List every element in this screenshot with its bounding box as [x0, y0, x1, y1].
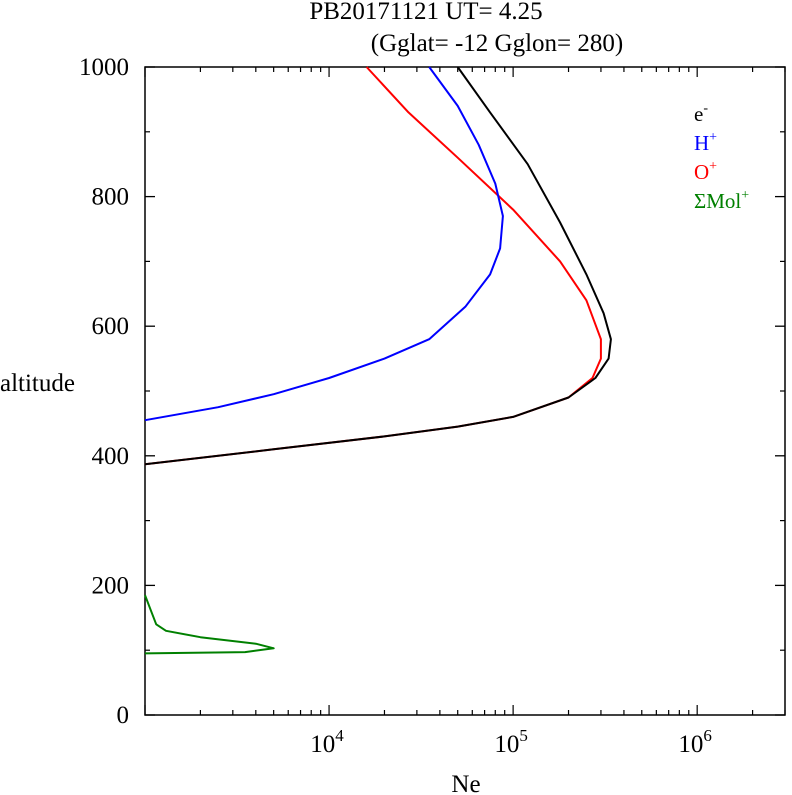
x-tick-label: 105 [494, 726, 528, 758]
legend-entry: O+ [694, 159, 717, 184]
x-axis-label: Ne [451, 771, 480, 795]
legend-entry: e- [694, 101, 708, 126]
series-line-h-ion [144, 66, 504, 422]
y-tick-label: 0 [117, 702, 130, 729]
series-line-o-ion [144, 66, 602, 466]
y-tick-label: 200 [92, 572, 130, 599]
chart-title: PB20171121 UT= 4.25 [309, 0, 542, 25]
x-tick-label: 106 [678, 726, 712, 758]
chart-subtitle: (Gglat= -12 Gglon= 280) [371, 30, 623, 57]
series-line-e [144, 66, 612, 466]
y-tick-label: 400 [92, 443, 130, 470]
y-tick-label: 800 [92, 184, 130, 211]
y-tick-label: 600 [92, 313, 130, 340]
y-axis-label: altitude [0, 370, 75, 397]
legend-entry: H+ [694, 130, 717, 155]
x-tick-label: 104 [310, 726, 344, 758]
series-line-mol-ion [144, 594, 275, 655]
legend-entry: ΣMol+ [694, 188, 749, 213]
y-tick-label: 1000 [79, 54, 129, 81]
